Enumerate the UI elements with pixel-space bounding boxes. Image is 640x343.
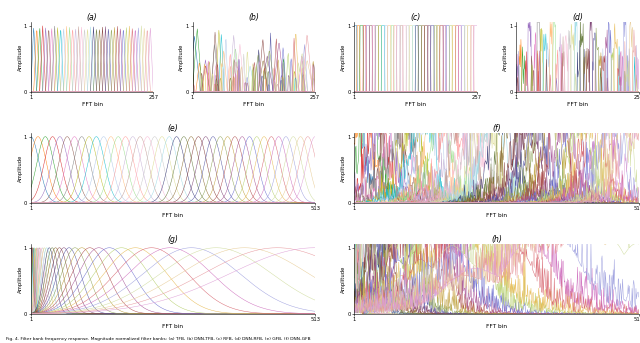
Title: (e): (e) <box>168 123 179 133</box>
Title: (d): (d) <box>572 12 583 22</box>
X-axis label: FFT bin: FFT bin <box>243 102 264 107</box>
Y-axis label: Amplitude: Amplitude <box>341 154 346 182</box>
X-axis label: FFT bin: FFT bin <box>486 213 507 218</box>
Y-axis label: Amplitude: Amplitude <box>179 43 184 71</box>
Y-axis label: Amplitude: Amplitude <box>17 43 22 71</box>
X-axis label: FFT bin: FFT bin <box>567 102 588 107</box>
Title: (g): (g) <box>168 235 179 244</box>
X-axis label: FFT bin: FFT bin <box>405 102 426 107</box>
X-axis label: FFT bin: FFT bin <box>163 324 184 329</box>
Y-axis label: Amplitude: Amplitude <box>503 43 508 71</box>
Title: (c): (c) <box>410 12 420 22</box>
Title: (a): (a) <box>86 12 97 22</box>
Y-axis label: Amplitude: Amplitude <box>17 265 22 293</box>
Text: Fig. 4. Filter bank frequency response. Magnitude normalized filter banks: (a) T: Fig. 4. Filter bank frequency response. … <box>6 337 311 341</box>
X-axis label: FFT bin: FFT bin <box>486 324 507 329</box>
X-axis label: FFT bin: FFT bin <box>81 102 102 107</box>
Title: (f): (f) <box>492 123 501 133</box>
Y-axis label: Amplitude: Amplitude <box>341 43 346 71</box>
Y-axis label: Amplitude: Amplitude <box>341 265 346 293</box>
Title: (b): (b) <box>248 12 259 22</box>
Title: (h): (h) <box>491 235 502 244</box>
Y-axis label: Amplitude: Amplitude <box>17 154 22 182</box>
X-axis label: FFT bin: FFT bin <box>163 213 184 218</box>
